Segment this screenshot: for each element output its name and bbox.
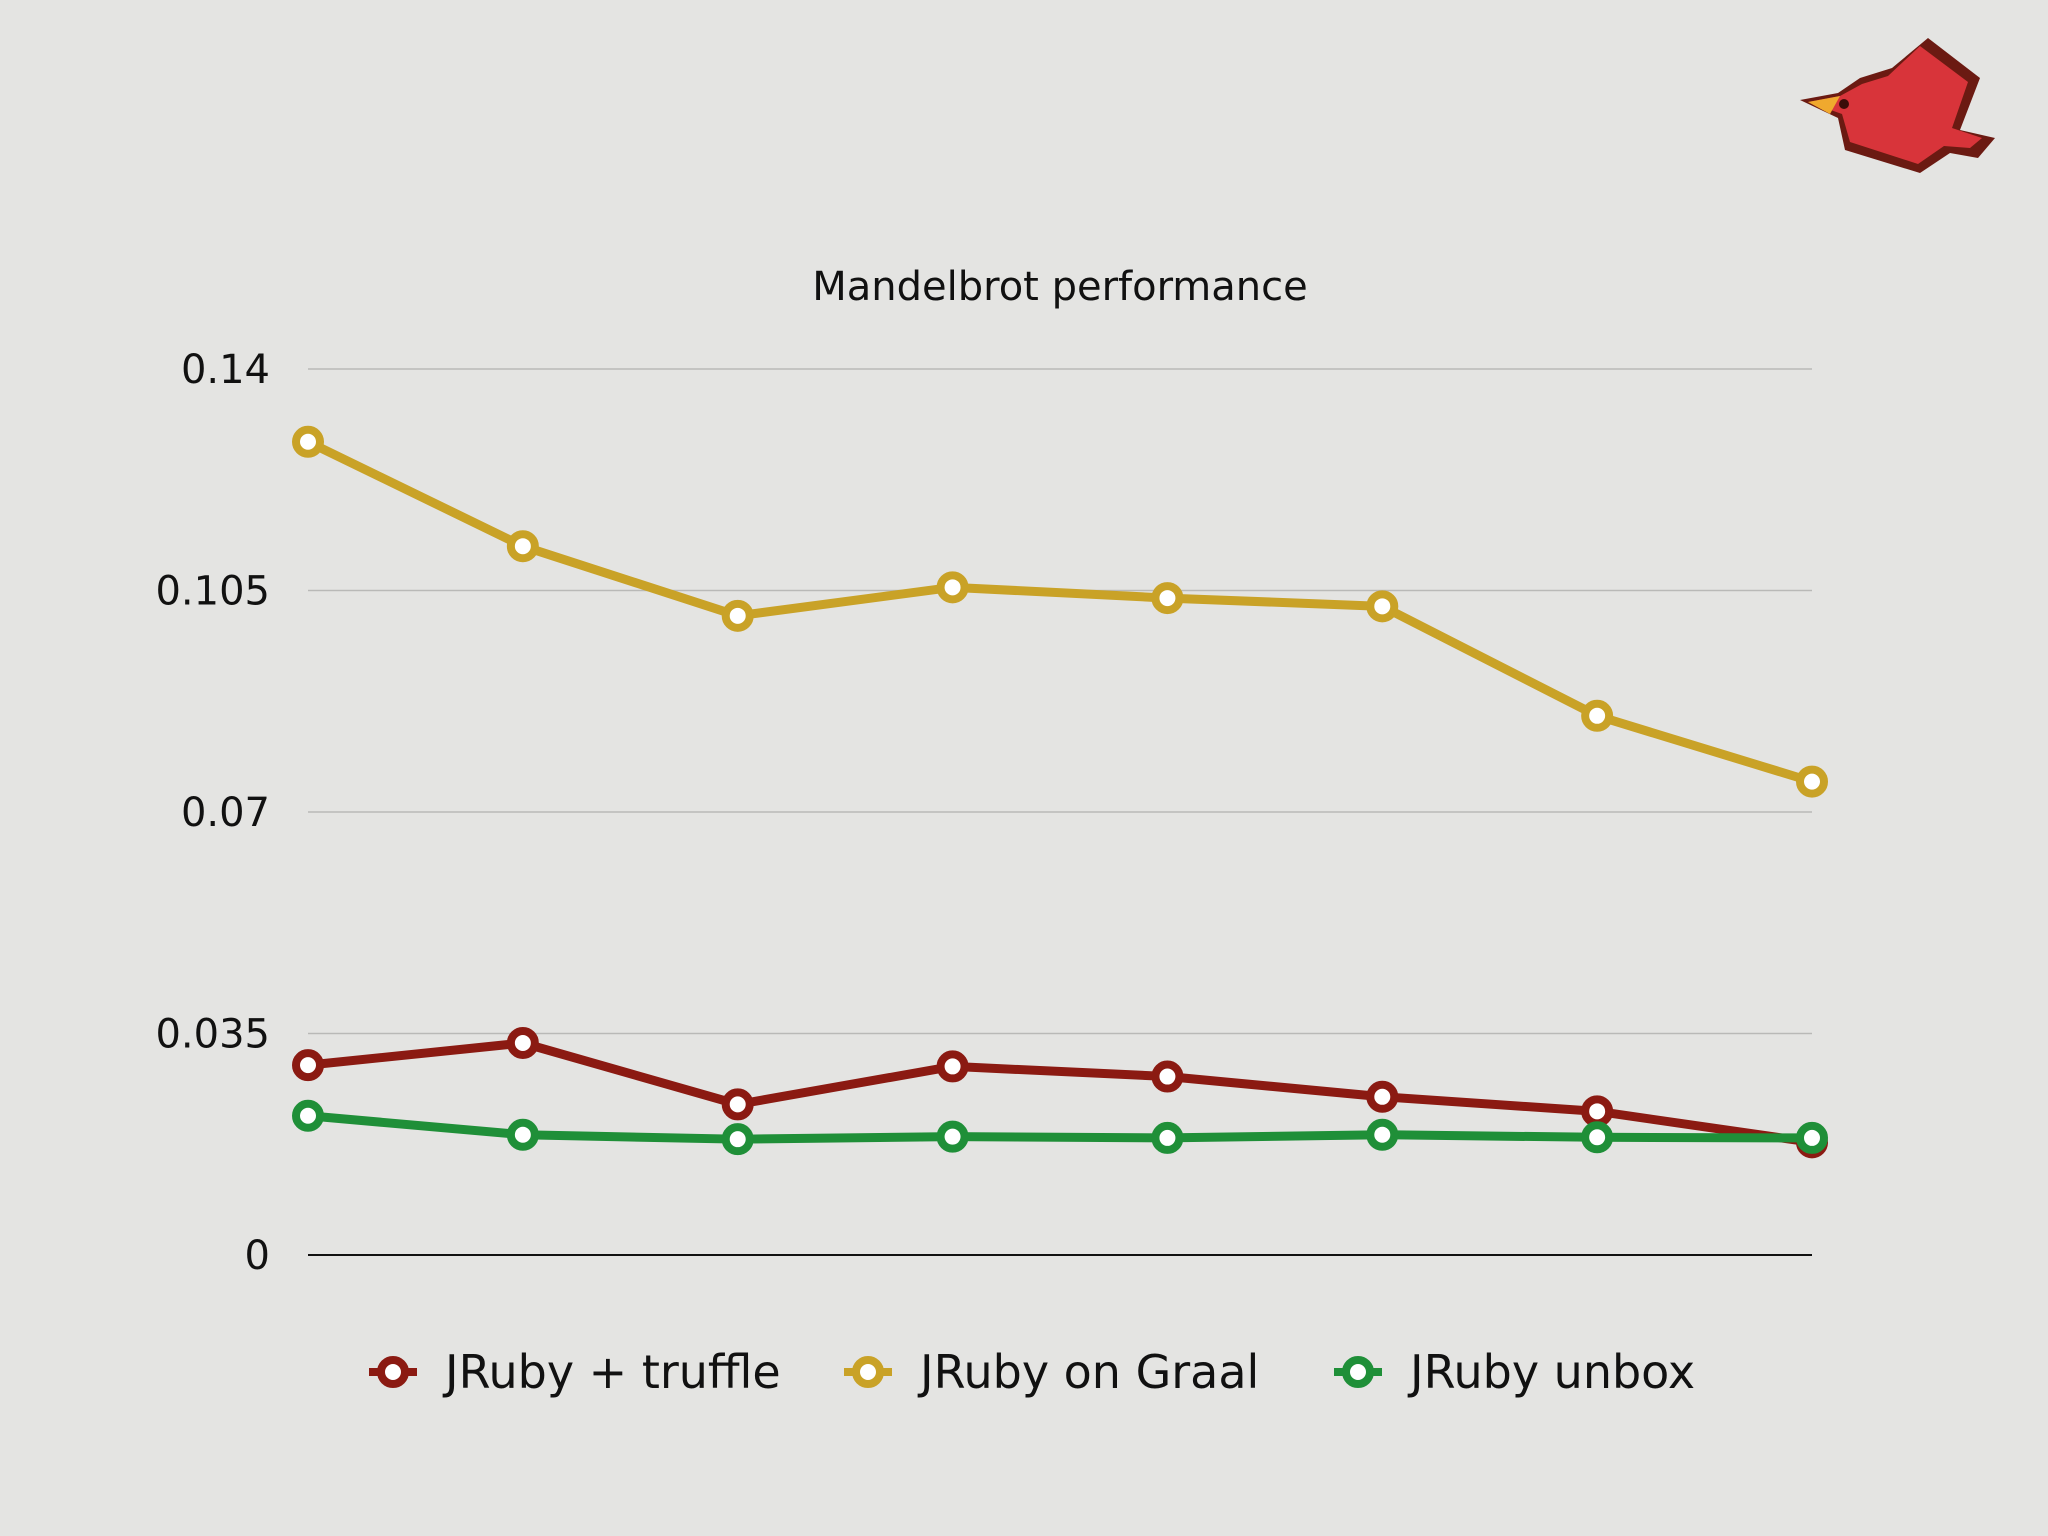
y-tick-label: 0.07 bbox=[181, 790, 270, 836]
series bbox=[292, 425, 1828, 1159]
data-point bbox=[506, 530, 539, 563]
data-point bbox=[1151, 582, 1184, 615]
legend-item: JRuby + truffle bbox=[369, 1345, 781, 1399]
series-1 bbox=[292, 425, 1828, 798]
data-point bbox=[506, 1118, 539, 1151]
data-point bbox=[721, 599, 754, 632]
data-point bbox=[292, 425, 324, 458]
data-point bbox=[1581, 1121, 1614, 1154]
data-point bbox=[1151, 1060, 1184, 1093]
data-point bbox=[1796, 765, 1828, 798]
data-point bbox=[1581, 1095, 1614, 1128]
red-bird-icon bbox=[1800, 38, 1995, 173]
legend-swatch-marker bbox=[1342, 1356, 1374, 1388]
data-point bbox=[721, 1088, 754, 1121]
data-point bbox=[1366, 1118, 1399, 1151]
series-line bbox=[303, 437, 1817, 787]
legend-label: JRuby on Graal bbox=[917, 1345, 1259, 1399]
legend-swatch-marker bbox=[377, 1356, 409, 1388]
legend-label: JRuby unbox bbox=[1407, 1345, 1695, 1399]
data-point bbox=[936, 1050, 969, 1083]
series-2 bbox=[292, 1099, 1828, 1156]
series-line bbox=[303, 1038, 1817, 1147]
y-tick-label: 0.035 bbox=[155, 1012, 270, 1058]
y-axis-ticks: 0.14 0.105 0.07 0.035 0 bbox=[155, 347, 270, 1279]
chart-title: Mandelbrot performance bbox=[812, 264, 1308, 310]
data-point bbox=[936, 571, 969, 604]
legend-label: JRuby + truffle bbox=[442, 1345, 781, 1399]
data-point bbox=[1581, 699, 1614, 732]
legend-swatch-marker bbox=[852, 1356, 884, 1388]
series-0 bbox=[292, 1026, 1828, 1159]
data-point bbox=[1366, 1080, 1399, 1113]
legend: JRuby + truffle JRuby on Graal JRuby unbox bbox=[369, 1345, 1695, 1399]
legend-item: JRuby on Graal bbox=[844, 1345, 1259, 1399]
y-tick-label: 0.14 bbox=[181, 347, 270, 393]
legend-item: JRuby unbox bbox=[1334, 1345, 1695, 1399]
data-point bbox=[292, 1049, 324, 1082]
data-point bbox=[292, 1099, 324, 1132]
data-point bbox=[1366, 590, 1399, 623]
data-point bbox=[1151, 1121, 1184, 1154]
grid bbox=[308, 368, 1812, 1256]
data-point bbox=[721, 1123, 754, 1156]
y-tick-label: 0.105 bbox=[155, 569, 270, 615]
data-point bbox=[506, 1026, 539, 1059]
data-point bbox=[936, 1120, 969, 1153]
data-point bbox=[1796, 1121, 1828, 1154]
series-line bbox=[303, 1111, 1817, 1144]
y-tick-label: 0 bbox=[245, 1233, 270, 1279]
